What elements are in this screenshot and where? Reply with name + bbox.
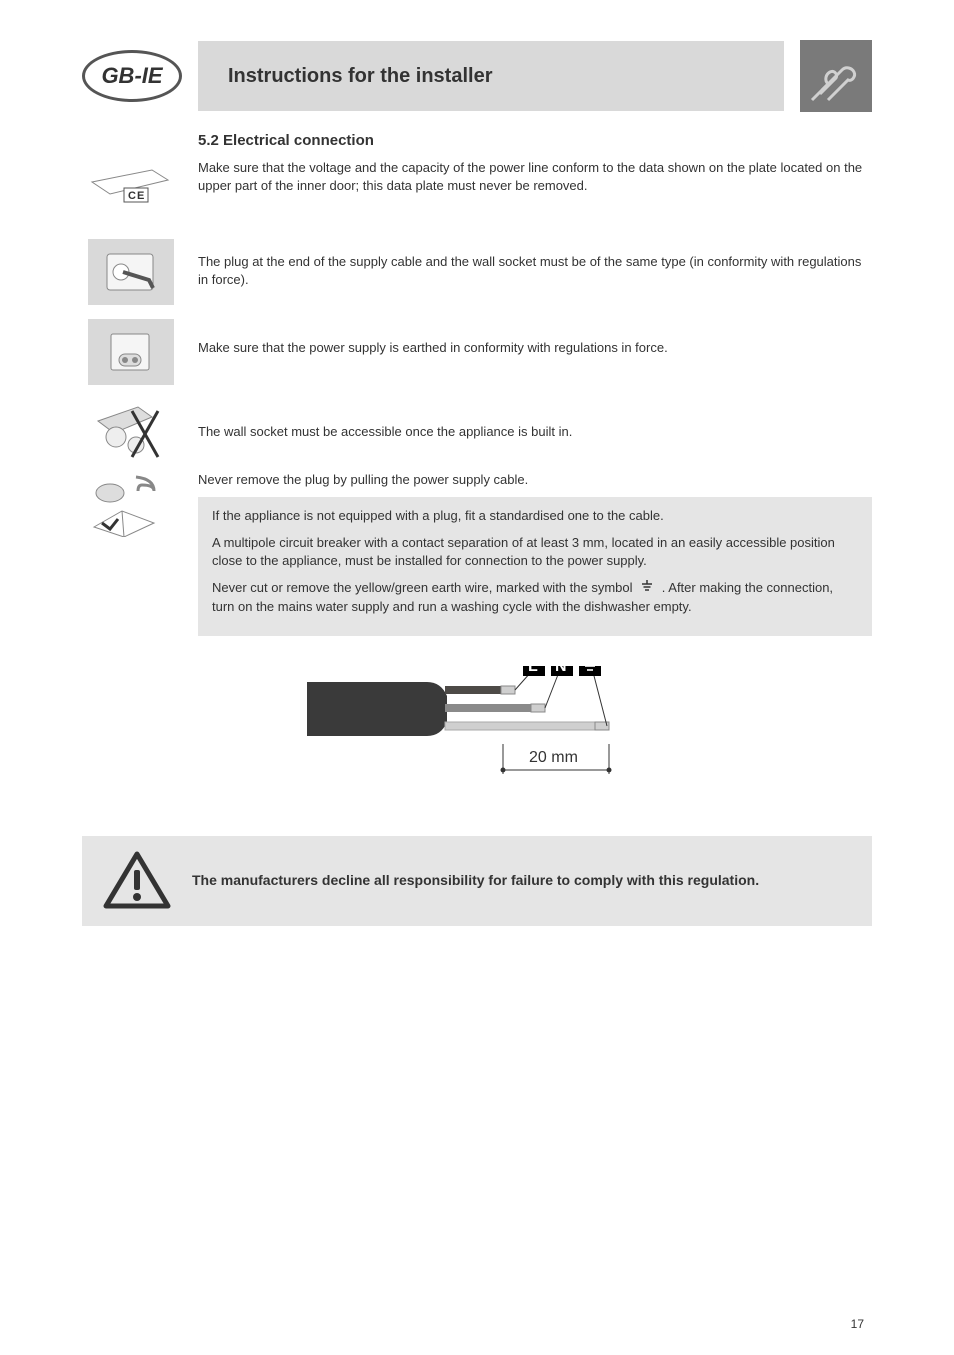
text: Make sure that the voltage and the capac… [198,159,872,194]
country-code-text: GB-IE [101,63,162,89]
ce-plate-icon: C E [88,159,174,225]
dimension-text: 20 mm [529,749,578,766]
country-badge: GB-IE [82,50,182,102]
text: The wall socket must be accessible once … [198,423,872,441]
paragraph-no-pull: Never remove the plug by pulling the pow… [198,471,872,489]
page-number: 17 [851,1317,864,1331]
shaded-p2: A multipole circuit breaker with a conta… [212,534,858,569]
warning-icon [102,850,192,912]
label-N: N [555,666,567,675]
wall-socket-icon [88,319,174,385]
earth-symbol-icon [636,579,658,598]
header-title: Instructions for the installer [228,65,492,88]
text: Make sure that the power supply is earth… [198,339,872,357]
svg-text:E: E [137,190,144,202]
label-earth-icon [579,666,601,676]
shaded-p1: If the appliance is not equipped with a … [212,507,858,525]
shaded-p3: Never cut or remove the yellow/green ear… [212,579,858,615]
crossed-socket-icon [88,399,174,465]
plug-socket-icon [88,239,174,305]
shaded-p3-pre: Never cut or remove the yellow/green ear… [212,580,633,595]
cable-diagram: L N 20 mm [82,666,872,796]
paragraph-earth: Make sure that the power supply is earth… [198,319,872,385]
header-title-bar: Instructions for the installer [198,41,784,111]
paragraph-plug: The plug at the end of the supply cable … [198,239,872,305]
cable-manual-icon [88,471,174,537]
label-L: L [528,666,538,675]
wrench-icon [800,40,872,112]
svg-text:C: C [128,190,136,202]
paragraph-accessible: The wall socket must be accessible once … [198,399,872,465]
section-title: 5.2 Electrical connection [198,132,872,149]
warning-text: The manufacturers decline all responsibi… [192,871,852,890]
text: The plug at the end of the supply cable … [198,253,872,288]
warning-box: The manufacturers decline all responsibi… [82,836,872,926]
paragraph-ce-plate: Make sure that the voltage and the capac… [198,159,872,225]
shaded-info-box: If the appliance is not equipped with a … [198,497,872,636]
